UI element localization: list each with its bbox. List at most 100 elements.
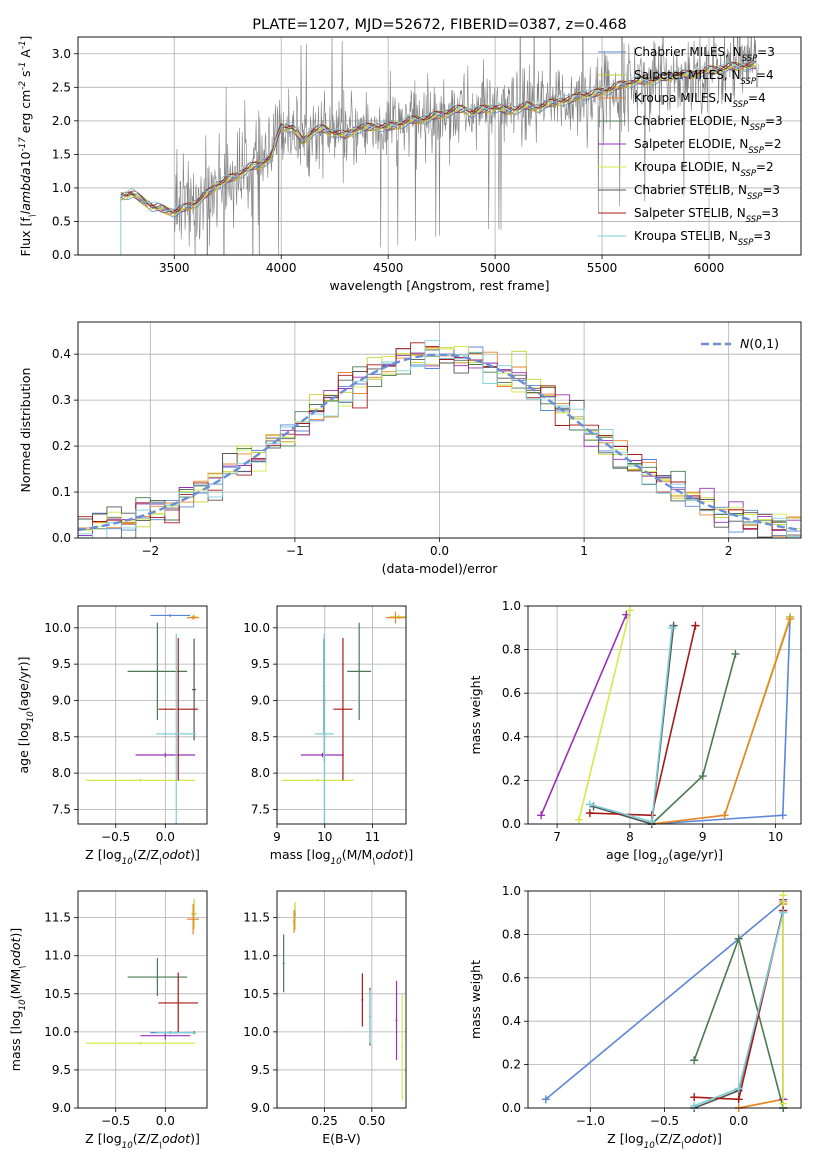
y-tick-label: 1.0 bbox=[52, 181, 71, 195]
errorbar-kroupa-miles bbox=[385, 611, 406, 624]
errorbar-salpeter-miles bbox=[191, 614, 198, 620]
errorbar-salpeter-miles bbox=[389, 614, 406, 620]
errorbar-salpeter-stelib bbox=[333, 637, 353, 781]
y-tick-label: 11.0 bbox=[44, 949, 71, 963]
normal-pdf-curve bbox=[78, 353, 801, 532]
y-tick-label: 8.5 bbox=[251, 730, 270, 744]
errorbar-salpeter-elodie bbox=[300, 752, 344, 758]
errorbar-kroupa-miles bbox=[187, 903, 200, 935]
y-tick-label: 0.2 bbox=[502, 773, 521, 787]
y-tick-label: 11.5 bbox=[44, 911, 71, 925]
x-tick-label: 0.25 bbox=[311, 1114, 338, 1128]
axes-6: 0.25 0.50 9.0 9.5 10.0 10.5 11.0 11.5 E(B-V) bbox=[243, 890, 407, 1146]
model-kroupa-stelib bbox=[120, 60, 757, 211]
data-point-marker bbox=[779, 1099, 788, 1108]
legend-entry: Chabrier STELIB, NSSP=3 bbox=[634, 183, 780, 201]
axes-0: 3500 4000 4500 5000 5500 6000 0.0 0.5 1.0 1.5 2.0 2… bbox=[18, 17, 802, 293]
errorbar-kroupa-stelib bbox=[369, 989, 371, 1044]
data-point-marker bbox=[690, 1101, 699, 1110]
y-tick-label: 0.3 bbox=[52, 393, 71, 407]
y-tick-label: 0.0 bbox=[502, 817, 521, 831]
series-kroupa-elodie bbox=[574, 606, 634, 824]
x-axis-label: (data-model)/error bbox=[382, 561, 499, 576]
ticks: 7 8 9 10 0.0 0.2 0.4 0.6 0.8 1.0 bbox=[502, 599, 783, 844]
y-tick-label: 0.0 bbox=[52, 531, 71, 545]
errorbar-kroupa-miles bbox=[187, 615, 200, 620]
plot-area bbox=[85, 613, 200, 824]
errorbar-chabrier-elodie bbox=[347, 622, 372, 721]
y-tick-label: 3.0 bbox=[52, 47, 71, 61]
axes-frame bbox=[77, 890, 208, 1109]
errorbar-salpeter-miles bbox=[191, 898, 198, 930]
ticks: −0.5 0.0 7.5 8.0 8.5 9.0 9.5 10.0 bbox=[44, 621, 175, 844]
x-axis-label: mass [log10(M/M\odot)] bbox=[270, 847, 413, 867]
x-axis-label: Z [log10(Z/Z\odot)] bbox=[85, 847, 200, 867]
y-tick-label: 0.8 bbox=[502, 927, 521, 941]
y-tick-label: 10.0 bbox=[243, 1025, 270, 1039]
x-tick-label: 0.0 bbox=[430, 544, 449, 558]
x-tick-label: 0.50 bbox=[358, 1114, 385, 1128]
errorbar-salpeter-elodie bbox=[135, 752, 196, 758]
data-point-marker bbox=[779, 908, 788, 917]
x-tick-label: 0.0 bbox=[729, 1114, 748, 1128]
legend-entry: Salpeter MILES, NSSP=4 bbox=[634, 68, 774, 86]
axes-2: −0.5 0.0 7.5 8.0 8.5 9.0 9.5 10.0 Z [log10(Z/Z\o… bbox=[16, 605, 208, 867]
errorbar-kroupa-stelib bbox=[156, 633, 197, 824]
x-axis-label: E(B-V) bbox=[322, 1131, 361, 1146]
axes-frame bbox=[77, 321, 802, 539]
plot-area bbox=[78, 340, 801, 538]
y-axis-label: Flux [f\lambda10-17 erg cm-2 s-1 A-1] bbox=[18, 36, 38, 257]
data-point-marker bbox=[537, 811, 546, 820]
legend: N(0,1) bbox=[701, 336, 779, 351]
x-tick-label: 10 bbox=[768, 830, 783, 844]
plot-area bbox=[282, 902, 404, 1101]
data-point-marker bbox=[720, 811, 729, 820]
x-tick-label: 7 bbox=[553, 830, 561, 844]
y-tick-label: 8.0 bbox=[52, 766, 71, 780]
errorbar-chabrier-elodie bbox=[127, 958, 188, 997]
y-tick-label: 9.0 bbox=[52, 693, 71, 707]
grid bbox=[78, 891, 207, 1109]
y-tick-label: 0.6 bbox=[502, 971, 521, 985]
axes-frame bbox=[527, 605, 802, 825]
hist-kroupa-stelib bbox=[78, 340, 801, 538]
errorbar-chabrier-miles bbox=[150, 613, 191, 617]
y-tick-label: 0.2 bbox=[502, 1058, 521, 1072]
x-tick-label: 3500 bbox=[159, 261, 190, 275]
y-tick-label: 0.1 bbox=[52, 485, 71, 499]
legend-entry: Salpeter ELODIE, NSSP=2 bbox=[634, 137, 782, 155]
x-tick-label: 2 bbox=[725, 544, 733, 558]
y-tick-label: 7.5 bbox=[52, 802, 71, 816]
x-tick-label: −0.5 bbox=[101, 1114, 130, 1128]
x-tick-label: 5000 bbox=[480, 261, 511, 275]
y-tick-label: 8.0 bbox=[251, 766, 270, 780]
y-tick-label: 9.5 bbox=[52, 657, 71, 671]
data-point-marker bbox=[734, 1084, 743, 1093]
errorbar-kroupa-stelib bbox=[156, 1031, 197, 1035]
y-tick-label: 9.0 bbox=[251, 693, 270, 707]
x-tick-label: 0.0 bbox=[156, 1114, 175, 1128]
x-tick-label: −0.5 bbox=[650, 1114, 679, 1128]
data-point-marker bbox=[625, 606, 634, 615]
legend-entry: Kroupa STELIB, NSSP=3 bbox=[634, 229, 771, 247]
y-axis-label: Normed distribution bbox=[18, 368, 33, 493]
errorbar-kroupa-elodie bbox=[401, 993, 404, 1101]
plot-area bbox=[281, 611, 406, 824]
errorbar-salpeter-stelib bbox=[158, 637, 199, 781]
y-tick-label: 9.0 bbox=[52, 1101, 71, 1115]
axes-frame bbox=[276, 890, 407, 1109]
series-line bbox=[651, 653, 737, 825]
y-tick-label: 10.0 bbox=[243, 621, 270, 635]
errorbar-kroupa-elodie bbox=[281, 778, 354, 782]
legend: Chabrier MILES, NSSP=3 Salpeter MILES, NS… bbox=[598, 45, 783, 247]
x-tick-label: 6000 bbox=[694, 261, 725, 275]
y-tick-label: 9.5 bbox=[251, 657, 270, 671]
series-kroupa-elodie bbox=[779, 891, 788, 1108]
chart-title: PLATE=1207, MJD=52672, FIBERID=0387, z=0… bbox=[252, 17, 626, 33]
y-tick-label: 1.0 bbox=[502, 599, 521, 613]
axes-7: −1.0 −0.5 0.0 0.0 0.2 0.4 0.6 0.8 1.0 Z [log10(Z/… bbox=[468, 884, 802, 1151]
y-tick-label: 2.5 bbox=[52, 80, 71, 94]
y-axis-label: age [log10(age/yr)] bbox=[16, 656, 36, 773]
y-tick-label: 0.4 bbox=[502, 730, 521, 744]
